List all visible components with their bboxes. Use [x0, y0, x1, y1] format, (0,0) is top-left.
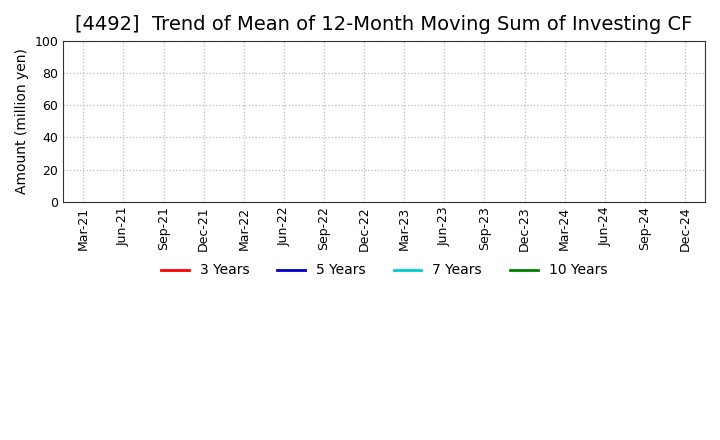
- Legend: 3 Years, 5 Years, 7 Years, 10 Years: 3 Years, 5 Years, 7 Years, 10 Years: [156, 258, 613, 283]
- Title: [4492]  Trend of Mean of 12-Month Moving Sum of Investing CF: [4492] Trend of Mean of 12-Month Moving …: [76, 15, 693, 34]
- Y-axis label: Amount (million yen): Amount (million yen): [15, 48, 29, 194]
